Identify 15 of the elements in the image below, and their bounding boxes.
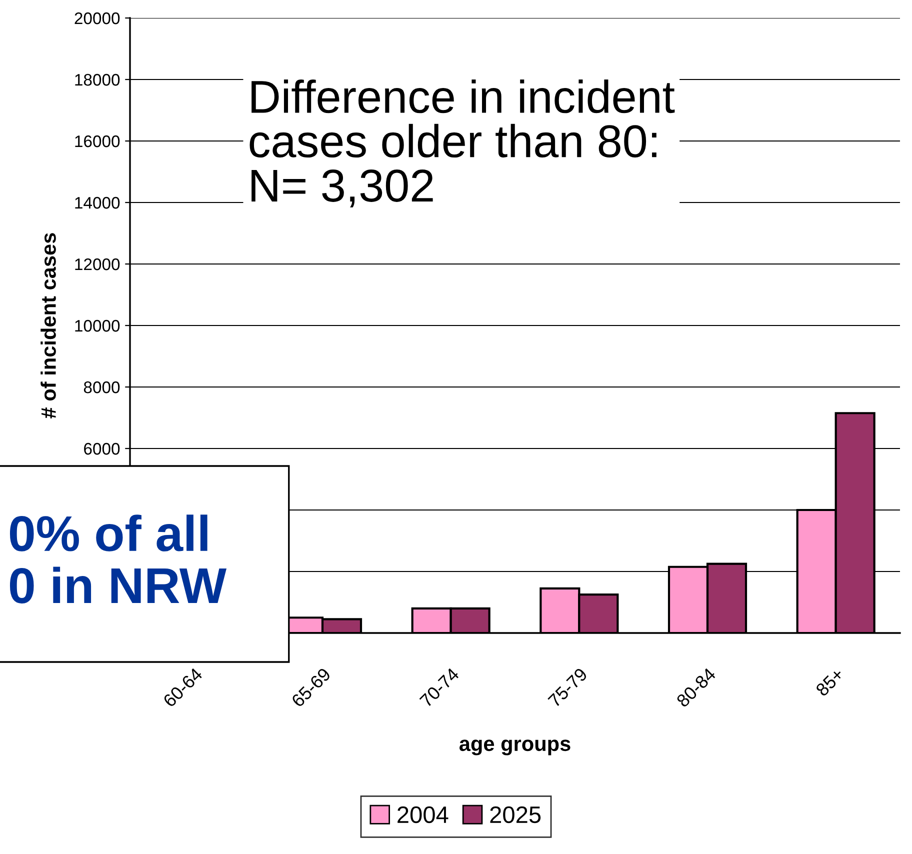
y-tick-label: 12000 (75, 258, 120, 270)
annotation: 0% of all 0 in NRW (10, 514, 227, 604)
legend-label: 2004 (398, 806, 448, 824)
x-axis-title: age groups (459, 740, 570, 756)
y-axis-title: # of incident cases (40, 233, 56, 418)
y-tick-label: 10000 (75, 320, 120, 332)
y-tick-label: 18000 (75, 74, 120, 86)
annotation: Difference in incident cases older than 80: N= 3,302 (250, 80, 675, 208)
legend-label: 2025 (490, 806, 541, 824)
y-tick-label: 8000 (84, 381, 120, 394)
x-tick-label: 85+ (815, 667, 845, 697)
y-tick-label: 6000 (84, 442, 120, 455)
y-tick-label: 16000 (75, 135, 120, 148)
y-tick-label: 20000 (74, 12, 120, 24)
y-tick-label: 14000 (75, 196, 120, 209)
